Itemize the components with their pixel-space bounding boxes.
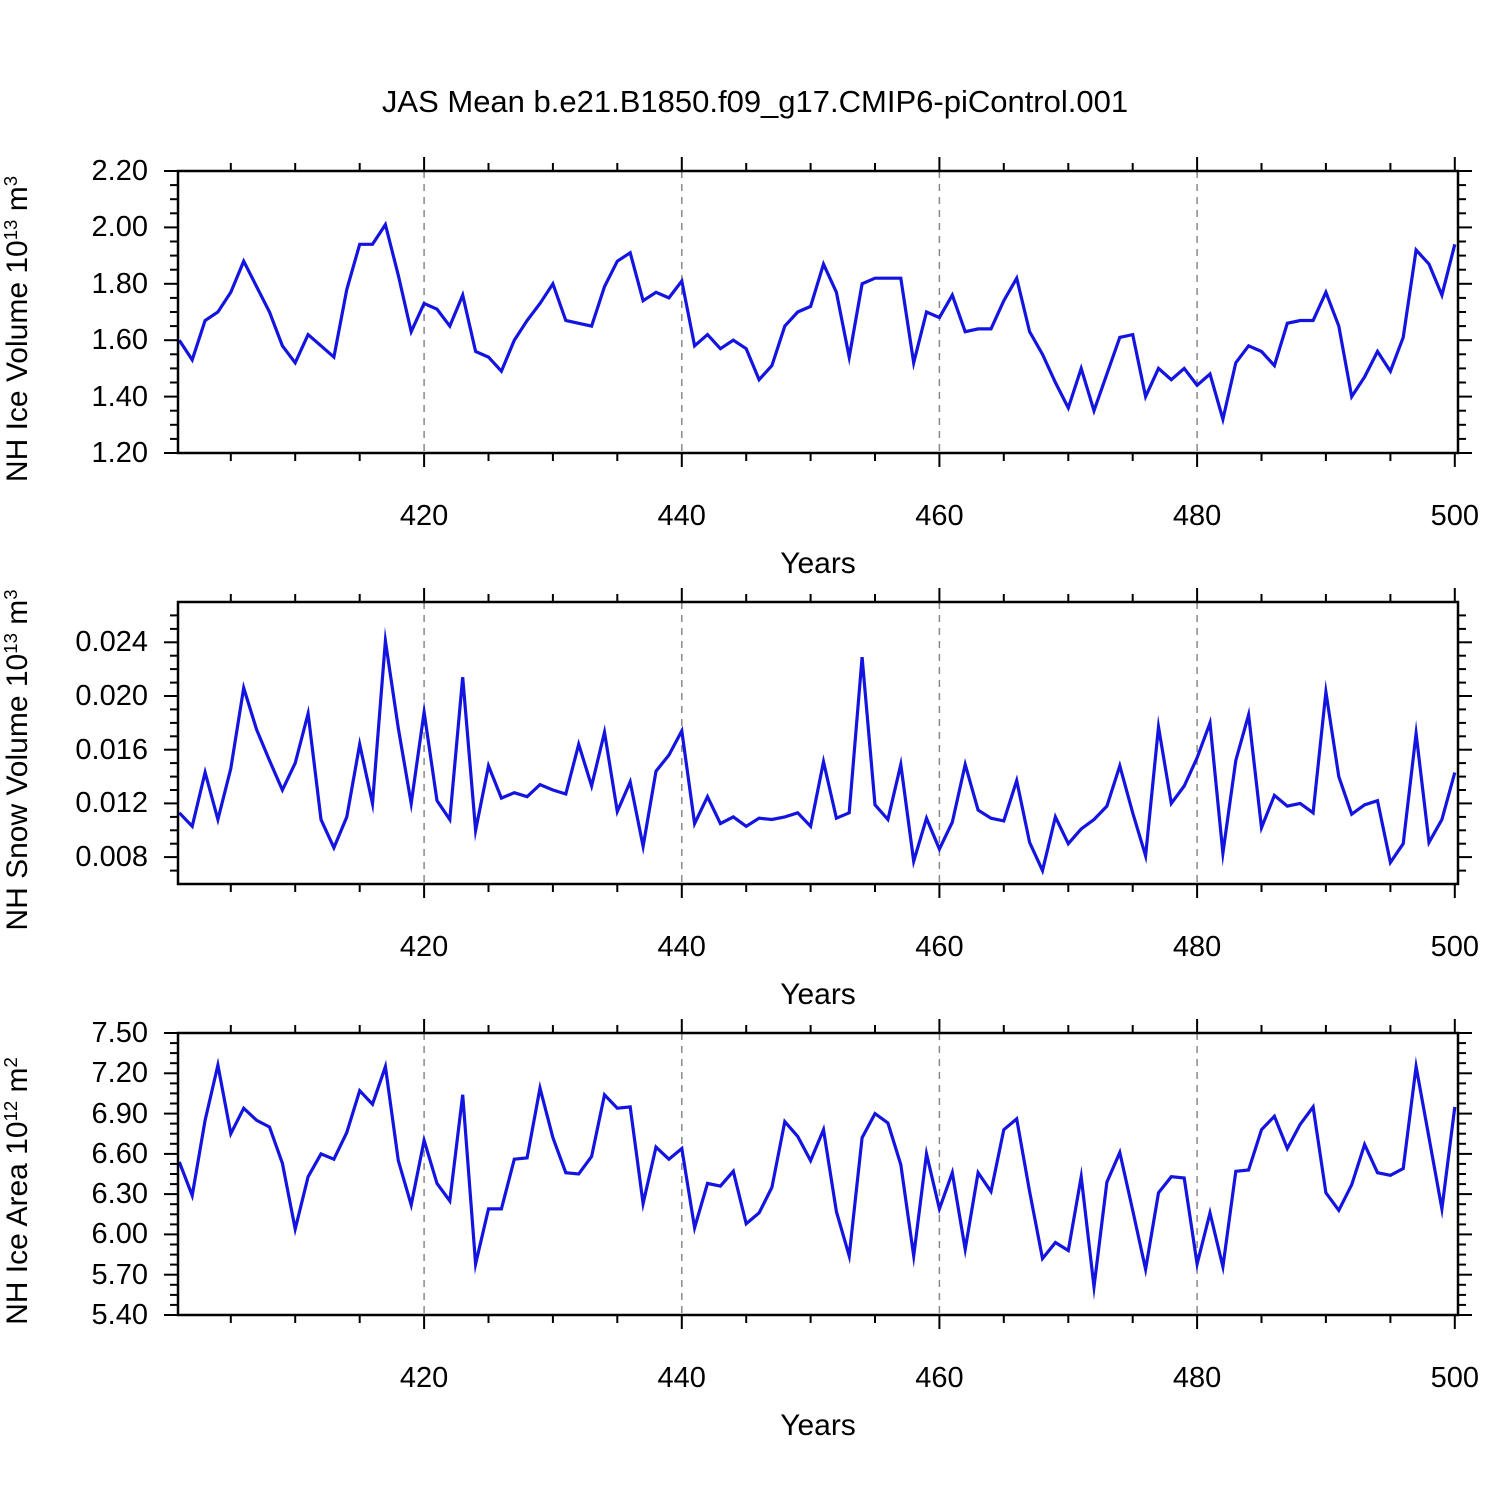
y-axis-title-part: 13	[0, 633, 21, 654]
panel-1-frame	[176, 169, 1460, 455]
panel-3-data-line	[177, 1056, 1457, 1301]
panel-1-y-tick-label: 1.20	[91, 437, 148, 469]
panel-2-x-tick-label: 460	[915, 931, 964, 963]
panel-2-y-tick-label: 0.024	[75, 626, 148, 659]
y-axis-title-part: m	[1, 186, 34, 220]
panel-2-y-tick-label: 0.012	[75, 787, 148, 820]
y-axis-title-part: 2	[0, 1057, 21, 1068]
y-axis-title-part: NH Ice Area 10	[1, 1121, 34, 1325]
panel-3-y-tick-label: 7.20	[91, 1057, 148, 1090]
panel-3-y-tick-label: 6.60	[91, 1137, 148, 1170]
panel-1-y-tick-label: 1.80	[91, 267, 148, 300]
panel-3-x-tick-label: 420	[399, 1362, 449, 1394]
panel-2-y-axis-title: NH Snow Volume 1013 m3	[0, 589, 35, 931]
y-axis-title-part: 3	[0, 175, 21, 187]
y-axis-title-part: 13	[0, 219, 21, 241]
panel-1-x-tick-label: 460	[915, 500, 964, 532]
panel-3-x-tick-label: 500	[1430, 1362, 1479, 1394]
y-axis-title-part: NH Snow Volume 10	[1, 653, 34, 931]
panel-2-y-tick-label: 0.020	[75, 680, 148, 712]
panel-3-y-tick-label: 6.00	[91, 1218, 148, 1251]
panel-2-x-tick-label: 440	[657, 931, 706, 963]
panel-3-frame	[176, 1031, 1460, 1317]
panel-1-y-tick-label: 1.40	[91, 380, 148, 413]
panel-3-y-tick-label: 6.90	[91, 1097, 148, 1130]
panel-1-x-axis-title: Years	[780, 547, 856, 580]
y-axis-title-part: 3	[0, 589, 21, 600]
panel-1-x-tick-label: 480	[1172, 500, 1222, 532]
panel-3-y-tick-label: 6.30	[91, 1178, 148, 1211]
panel-2-x-tick-label: 500	[1430, 931, 1479, 963]
panel-2-x-tick-label: 420	[399, 931, 449, 963]
panel-1-y-tick-label: 1.60	[91, 324, 148, 357]
panel-3-x-axis-title: Years	[780, 1409, 856, 1442]
y-axis-title-part: m	[1, 1067, 34, 1101]
panel-3-x-tick-label: 460	[915, 1362, 964, 1394]
panel-1-x-tick-label: 420	[399, 500, 449, 532]
y-axis-title-part: 12	[0, 1100, 21, 1122]
y-axis-title-part: NH Ice Volume 10	[1, 240, 34, 483]
panel-2-y-tick-label: 0.016	[75, 733, 148, 766]
panel-3-y-axis-title: NH Ice Area 1012 m2	[0, 1057, 35, 1325]
panel-1-data-line	[177, 220, 1457, 426]
panel-1-y-tick-label: 2.20	[91, 155, 148, 187]
panel-3-y-tick-label: 5.70	[91, 1258, 148, 1291]
panel-2-frame	[176, 600, 1460, 886]
panel-3-y-tick-label: 7.50	[91, 1017, 148, 1049]
panel-2-x-tick-label: 480	[1172, 931, 1222, 963]
figure-title: JAS Mean b.e21.B1850.f09_g17.CMIP6-piCon…	[381, 84, 1129, 119]
panel-3-y-tick-label: 5.40	[91, 1299, 148, 1331]
panel-3-x-tick-label: 480	[1172, 1362, 1222, 1394]
panel-1-y-tick-label: 2.00	[91, 211, 148, 244]
panel-2-data-line	[178, 626, 1457, 876]
panel-2-x-axis-title: Years	[780, 978, 856, 1011]
panel-1-x-tick-label: 440	[657, 500, 706, 532]
y-axis-title-part: m	[1, 599, 34, 634]
panel-2-y-tick-label: 0.008	[75, 841, 148, 874]
panel-3-x-tick-label: 440	[657, 1362, 706, 1394]
panel-1-x-tick-label: 500	[1430, 500, 1479, 532]
panel-1-y-axis-title: NH Ice Volume 1013 m3	[0, 175, 35, 483]
